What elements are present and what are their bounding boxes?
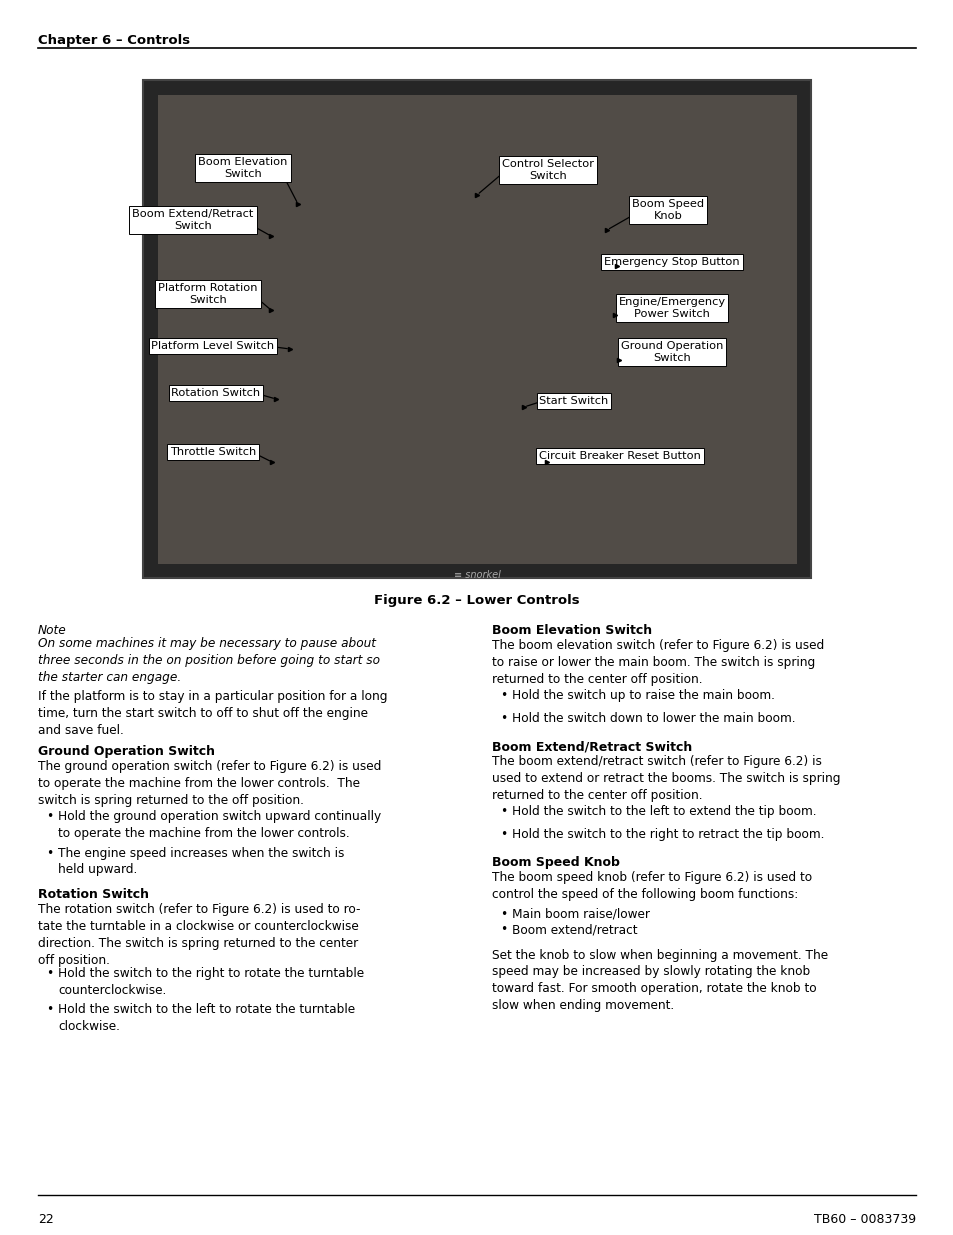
Text: Emergency Stop Button: Emergency Stop Button <box>603 257 739 267</box>
Text: •: • <box>46 1003 53 1016</box>
Text: Control Selector
Switch: Control Selector Switch <box>501 159 594 180</box>
Text: TB60 – 0083739: TB60 – 0083739 <box>813 1213 915 1226</box>
Text: The boom extend/retract switch (refer to Figure 6.2) is
used to extend or retrac: The boom extend/retract switch (refer to… <box>492 755 840 802</box>
Text: Hold the switch to the left to extend the tip boom.: Hold the switch to the left to extend th… <box>512 805 816 818</box>
Text: The boom speed knob (refer to Figure 6.2) is used to
control the speed of the fo: The boom speed knob (refer to Figure 6.2… <box>492 871 811 902</box>
Text: Platform Rotation
Switch: Platform Rotation Switch <box>158 283 257 305</box>
Text: The boom elevation switch (refer to Figure 6.2) is used
to raise or lower the ma: The boom elevation switch (refer to Figu… <box>492 638 823 685</box>
Text: Boom Elevation
Switch: Boom Elevation Switch <box>198 157 288 179</box>
Text: Boom Speed Knob: Boom Speed Knob <box>492 856 619 869</box>
Text: Hold the switch to the right to retract the tip boom.: Hold the switch to the right to retract … <box>512 827 823 841</box>
Text: ≡ snorkel: ≡ snorkel <box>453 571 500 580</box>
Text: Boom extend/retract: Boom extend/retract <box>512 923 637 936</box>
Text: Note: Note <box>38 624 67 637</box>
Text: Throttle Switch: Throttle Switch <box>170 447 255 457</box>
Text: •: • <box>46 847 53 860</box>
Text: •: • <box>46 810 53 824</box>
Text: Set the knob to slow when beginning a movement. The
speed may be increased by sl: Set the knob to slow when beginning a mo… <box>492 948 827 1013</box>
Text: Rotation Switch: Rotation Switch <box>172 388 260 398</box>
Text: If the platform is to stay in a particular position for a long
time, turn the st: If the platform is to stay in a particul… <box>38 690 387 737</box>
Text: Hold the switch to the right to rotate the turntable
counterclockwise.: Hold the switch to the right to rotate t… <box>58 967 364 997</box>
Text: The ground operation switch (refer to Figure 6.2) is used
to operate the machine: The ground operation switch (refer to Fi… <box>38 761 381 806</box>
Text: Boom Extend/Retract Switch: Boom Extend/Retract Switch <box>492 740 692 753</box>
Text: Boom Elevation Switch: Boom Elevation Switch <box>492 624 652 637</box>
Text: On some machines it may be necessary to pause about
three seconds in the on posi: On some machines it may be necessary to … <box>38 637 379 684</box>
Text: •: • <box>499 689 507 701</box>
Text: •: • <box>499 923 507 936</box>
Text: Main boom raise/lower: Main boom raise/lower <box>512 908 649 920</box>
Text: •: • <box>499 908 507 920</box>
Text: Hold the ground operation switch upward continually
to operate the machine from : Hold the ground operation switch upward … <box>58 810 381 840</box>
Bar <box>143 80 810 578</box>
Text: •: • <box>499 805 507 818</box>
Text: Boom Extend/Retract
Switch: Boom Extend/Retract Switch <box>132 209 253 231</box>
Text: Hold the switch down to lower the main boom.: Hold the switch down to lower the main b… <box>512 711 795 725</box>
Text: Hold the switch to the left to rotate the turntable
clockwise.: Hold the switch to the left to rotate th… <box>58 1003 355 1034</box>
Text: 22: 22 <box>38 1213 53 1226</box>
Text: Ground Operation
Switch: Ground Operation Switch <box>620 341 722 363</box>
Text: Hold the switch up to raise the main boom.: Hold the switch up to raise the main boo… <box>512 689 774 701</box>
Text: The engine speed increases when the switch is
held upward.: The engine speed increases when the swit… <box>58 847 344 877</box>
Text: Engine/Emergency
Power Switch: Engine/Emergency Power Switch <box>618 298 725 319</box>
Text: Platform Level Switch: Platform Level Switch <box>152 341 274 351</box>
Text: Rotation Switch: Rotation Switch <box>38 888 149 902</box>
Text: •: • <box>499 711 507 725</box>
Text: •: • <box>499 827 507 841</box>
Text: The rotation switch (refer to Figure 6.2) is used to ro-
tate the turntable in a: The rotation switch (refer to Figure 6.2… <box>38 904 360 967</box>
Text: Ground Operation Switch: Ground Operation Switch <box>38 746 214 758</box>
Text: Boom Speed
Knob: Boom Speed Knob <box>631 199 703 221</box>
Text: •: • <box>46 967 53 979</box>
Text: Circuit Breaker Reset Button: Circuit Breaker Reset Button <box>538 451 700 461</box>
Text: Figure 6.2 – Lower Controls: Figure 6.2 – Lower Controls <box>374 594 579 606</box>
Text: Chapter 6 – Controls: Chapter 6 – Controls <box>38 35 190 47</box>
Text: Start Switch: Start Switch <box>538 396 608 406</box>
